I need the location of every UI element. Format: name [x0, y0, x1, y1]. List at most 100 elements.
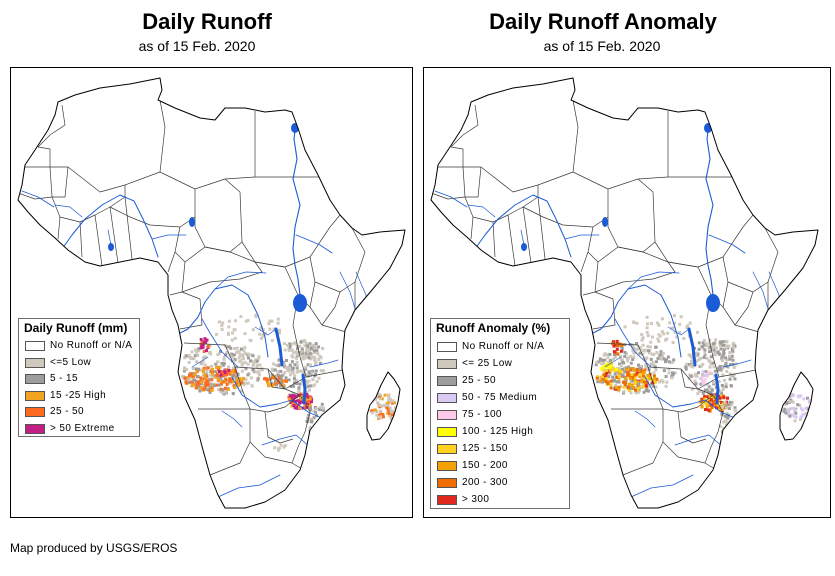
runoff-cell — [291, 401, 295, 405]
runoff-cell — [374, 397, 377, 401]
runoff-cell — [608, 372, 612, 376]
runoff-cell — [632, 385, 636, 389]
legend-label: 25 - 50 — [50, 406, 84, 417]
runoff-cell — [794, 415, 798, 419]
river — [520, 229, 525, 246]
land-layers — [18, 99, 399, 498]
runoff-cell — [306, 344, 309, 348]
runoff-cell — [726, 396, 729, 400]
runoff-cell — [678, 322, 682, 326]
runoff-cell — [385, 402, 389, 406]
runoff-cell — [310, 371, 313, 375]
runoff-cell — [211, 368, 215, 371]
runoff-cell — [257, 369, 261, 373]
runoff-cell — [660, 317, 664, 321]
runoff-cell — [308, 351, 312, 355]
runoff-cell — [205, 374, 208, 378]
runoff-cell — [243, 332, 247, 336]
runoff-cell — [256, 363, 259, 367]
runoff-cell — [647, 351, 651, 355]
runoff-cell — [286, 368, 290, 372]
runoff-cell — [664, 375, 668, 378]
runoff-cell — [643, 356, 646, 360]
runoff-cell — [643, 377, 647, 381]
runoff-cell — [315, 407, 319, 411]
runoff-cell — [274, 380, 277, 383]
runoff-cell — [231, 355, 235, 359]
runoff-cell — [195, 360, 199, 364]
river — [674, 434, 724, 448]
runoff-cell — [732, 346, 736, 350]
runoff-cell — [227, 345, 231, 349]
country-border — [507, 214, 516, 267]
runoff-cell — [187, 354, 191, 357]
country-border — [57, 216, 61, 240]
legend-label: No Runoff or N/A — [50, 340, 133, 351]
runoff-cell — [239, 381, 243, 385]
runoff-cell — [288, 394, 292, 398]
runoff-cell — [197, 347, 201, 351]
runoff-cell — [225, 371, 229, 375]
runoff-cell — [311, 378, 315, 381]
legend-swatch — [25, 407, 45, 417]
runoff-cell — [722, 426, 726, 430]
runoff-cell — [626, 373, 630, 377]
runoff-cell — [196, 380, 200, 384]
runoff-cell — [665, 380, 669, 384]
runoff-cell — [185, 367, 189, 371]
runoff-cell — [662, 357, 666, 361]
runoff-cell — [199, 382, 203, 385]
runoff-cell — [239, 315, 243, 318]
runoff-cell — [734, 409, 738, 413]
runoff-cell — [255, 359, 259, 363]
river — [667, 326, 690, 336]
runoff-cell — [262, 334, 266, 338]
river — [295, 234, 333, 254]
runoff-cell — [228, 377, 232, 381]
runoff-cell — [220, 361, 224, 365]
runoff-cell — [230, 352, 233, 356]
runoff-cell — [713, 351, 717, 355]
runoff-cell — [216, 378, 220, 382]
runoff-cells — [181, 313, 399, 452]
runoff-cell — [233, 347, 237, 350]
runoff-cell — [304, 373, 308, 377]
runoff-cell — [607, 375, 611, 379]
runoff-cell — [312, 409, 316, 413]
runoff-cell — [694, 374, 698, 377]
runoff-cell — [618, 371, 622, 375]
country-border — [450, 104, 479, 148]
runoff-cell — [205, 338, 209, 342]
country-border — [79, 221, 83, 258]
runoff-cell — [626, 370, 630, 374]
lake — [189, 217, 195, 227]
legend-item: 5 - 15 — [25, 372, 137, 386]
lake — [274, 327, 284, 367]
runoff-cell — [629, 354, 633, 358]
runoff-cell — [650, 362, 654, 366]
rivers — [21, 122, 367, 498]
runoff-cell — [798, 404, 802, 407]
runoff-cell — [703, 388, 707, 392]
runoff-cell — [611, 368, 615, 372]
runoff-anomaly-map — [430, 77, 819, 509]
runoff-cell — [189, 356, 192, 360]
country-border — [592, 291, 616, 330]
runoff-cell — [251, 368, 255, 372]
legend-swatch — [437, 393, 457, 403]
runoff-cell — [686, 324, 690, 328]
runoff-cell — [240, 363, 244, 367]
runoff-cell — [198, 389, 202, 393]
river — [54, 204, 83, 218]
runoff-cell — [304, 344, 308, 348]
runoff-cell — [635, 342, 639, 345]
runoff-cell — [596, 375, 600, 379]
runoff-cell — [627, 365, 630, 369]
country-border — [179, 291, 203, 330]
runoff-cell — [602, 364, 606, 368]
runoff-cell — [601, 358, 605, 362]
runoff-cell — [602, 353, 606, 357]
runoff-cell — [616, 367, 620, 371]
river — [752, 271, 770, 313]
runoff-cell — [225, 345, 229, 349]
